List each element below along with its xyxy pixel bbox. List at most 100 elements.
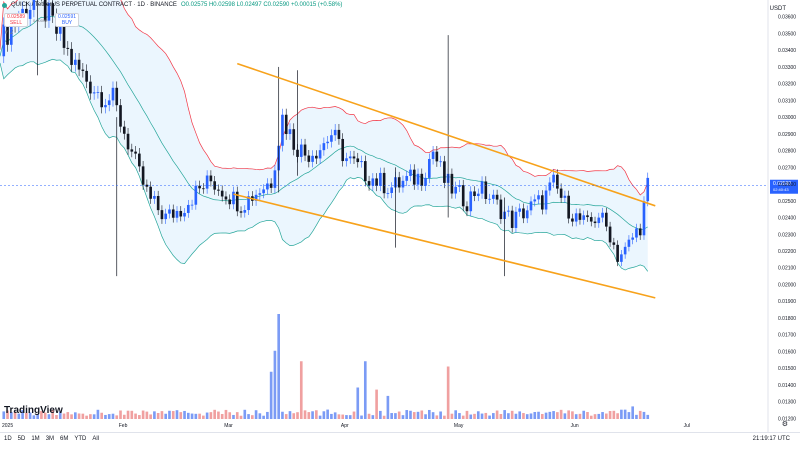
candle [326, 141, 329, 144]
volume-bar [217, 411, 220, 419]
volume-bar [190, 413, 194, 419]
candle [574, 213, 578, 222]
volume-bar [394, 413, 397, 419]
candle [586, 215, 589, 218]
volume-bar [352, 411, 356, 419]
candle [608, 226, 612, 243]
volume-bar [205, 412, 209, 419]
volume-bar [111, 413, 115, 419]
volume-bar [171, 411, 175, 419]
candle [186, 204, 190, 213]
volume-bar [623, 409, 627, 419]
candle [153, 195, 156, 199]
sell-label: SELL [9, 20, 23, 26]
volume-bar [296, 412, 299, 419]
volume-bar [405, 410, 409, 419]
candle [330, 135, 333, 142]
timeframe-6m[interactable]: 6M [60, 436, 69, 442]
volume-bar [115, 415, 119, 419]
last-price-label: 0.02590 [773, 181, 791, 187]
timeframe-ytd[interactable]: YTD [74, 436, 87, 442]
volume-bar [281, 411, 284, 419]
candle [239, 211, 243, 213]
volume-bar [443, 415, 446, 419]
sell-button[interactable]: 0.02589 SELL [4, 13, 28, 27]
candle [247, 196, 250, 211]
timeframe-5d[interactable]: 5D [17, 436, 26, 442]
volume-bar [251, 415, 254, 419]
volume-bar [476, 411, 480, 419]
price-axis: 0.03600 0.03500 0.03400 0.03300 0.03200 0.031… [767, 0, 796, 432]
volume-bar [401, 415, 405, 419]
volume-bar [74, 412, 77, 419]
price-tick-label: 0.01900 [778, 299, 796, 305]
volume-bar [454, 410, 457, 419]
indicator-toggle[interactable]: ∨ 2 [4, 30, 14, 36]
candle [2, 24, 6, 57]
candle [70, 48, 73, 65]
volume-bar [299, 361, 303, 419]
volume-bar [574, 414, 578, 419]
price-tick-label: 0.02800 [778, 149, 796, 155]
timeframe-all[interactable]: All [92, 436, 100, 442]
candle [382, 172, 386, 194]
volume-bar [186, 412, 190, 419]
symbol-status-icon [2, 2, 7, 8]
volume-bar [567, 410, 570, 419]
volume-bar [258, 413, 262, 419]
volume-bar [58, 411, 62, 419]
candle [89, 81, 92, 94]
volume-bar [141, 410, 145, 419]
candle [348, 156, 352, 159]
bollinger-bands [0, 0, 649, 272]
gear-icon[interactable]: ⚙ [781, 421, 788, 428]
candle [85, 70, 88, 82]
candle [424, 177, 427, 186]
price-tick-label: 0.02500 [778, 199, 796, 205]
candle [405, 175, 409, 181]
candle [379, 172, 382, 186]
timeframe-3m[interactable]: 3M [45, 436, 55, 442]
buy-button[interactable]: 0.02591 BUY [55, 13, 79, 27]
candle-wicks [37, 0, 505, 277]
volume-bar [277, 314, 280, 419]
buy-label: BUY [61, 20, 73, 26]
volume-bar [292, 413, 296, 419]
volume-bar [495, 410, 499, 419]
timeframe-1d[interactable]: 1D [4, 436, 12, 442]
volume-bar [32, 415, 36, 419]
volume-bar [420, 410, 424, 419]
candle [266, 183, 269, 190]
candle [138, 153, 141, 167]
candle [333, 129, 337, 136]
candle [307, 155, 311, 162]
volume-bar [488, 415, 491, 419]
candle [341, 138, 345, 162]
volume-bar [9, 412, 13, 419]
utc-clock[interactable]: 21:19:17 UTC [752, 436, 790, 442]
symbol-title[interactable]: QUICK / TetherUS PERPETUAL CONTRACT · 1D… [11, 2, 177, 8]
candle [412, 169, 416, 185]
volume-bar [107, 414, 111, 419]
volume-bar [458, 413, 461, 419]
candle [164, 213, 168, 220]
time-tick-label: Jul [684, 423, 690, 429]
volume-bar [213, 409, 216, 419]
candle [492, 194, 495, 199]
candle [141, 166, 145, 185]
currency-selector[interactable]: USDT [769, 6, 786, 12]
candle [563, 195, 567, 198]
channel-lines [233, 62, 656, 299]
candle [601, 212, 604, 218]
price-tick-label: 0.01500 [778, 366, 796, 372]
volume-bar [126, 410, 130, 419]
volume-bar [605, 413, 608, 419]
last-price-badge [770, 179, 798, 194]
volume-bar [620, 409, 623, 419]
volume-bar [66, 412, 70, 419]
volume-bar [28, 412, 32, 419]
volume-bar [232, 414, 235, 419]
timeframe-1m[interactable]: 1M [31, 436, 40, 442]
